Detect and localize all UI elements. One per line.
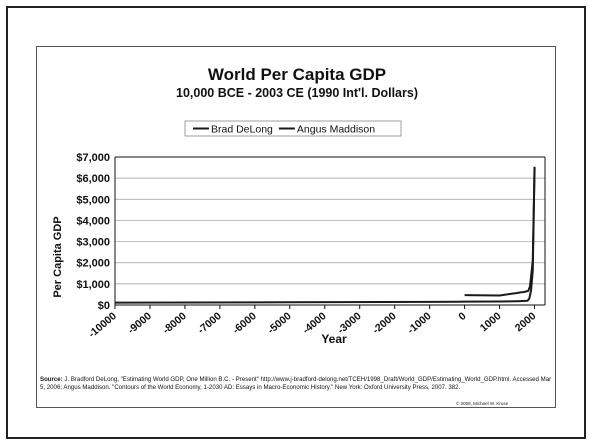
legend-label: Angus Maddison xyxy=(297,123,375,135)
x-axis-label: Year xyxy=(321,332,347,346)
y-tick-label: $6,000 xyxy=(76,173,110,185)
x-tick-label: -9000 xyxy=(126,310,154,337)
y-tick-label: $1,000 xyxy=(76,279,110,291)
chart-card: World Per Capita GDP 10,000 BCE - 2003 C… xyxy=(36,46,556,408)
y-axis-label: Per Capita GDP xyxy=(52,216,64,297)
x-tick-label: -5000 xyxy=(265,310,293,337)
y-tick-label: $4,000 xyxy=(76,215,110,227)
x-tick-label: 2000 xyxy=(513,310,539,334)
legend-label: Brad DeLong xyxy=(211,123,273,135)
source-text: J. Bradford DeLong, "Estimating World GD… xyxy=(40,376,552,392)
y-tick-label: $2,000 xyxy=(76,258,110,270)
y-tick-label: $5,000 xyxy=(76,194,110,206)
x-tick-label: -7000 xyxy=(196,310,224,337)
line-chart: World Per Capita GDP 10,000 BCE - 2003 C… xyxy=(52,65,546,346)
x-tick-label: -8000 xyxy=(161,310,189,337)
x-tick-label: 0 xyxy=(456,310,468,323)
series-line-1 xyxy=(114,166,536,304)
x-tick-label: -10000 xyxy=(86,310,119,340)
chart-title: World Per Capita GDP xyxy=(208,65,386,84)
plot-area: $0 $1,000 $2,000 $3,000 $4,000 $5,000 $6,000 $7… xyxy=(76,152,546,340)
series-line-2 xyxy=(464,167,536,297)
y-tick-label: $0 xyxy=(98,300,110,312)
x-tick-label: -6000 xyxy=(230,310,258,337)
y-tick-label: $7,000 xyxy=(76,152,110,164)
legend: Brad DeLong Angus Maddison xyxy=(184,120,402,137)
source-note: Source: J. Bradford DeLong, "Estimating … xyxy=(40,376,552,392)
x-tick-label: -2000 xyxy=(370,310,398,337)
y-tick-label: $3,000 xyxy=(76,237,110,249)
chart-subtitle: 10,000 BCE - 2003 CE (1990 Int'l. Dollar… xyxy=(176,86,418,100)
copyright-note: © 2008, Michael W. Kruse xyxy=(456,401,509,406)
source-label: Source: xyxy=(40,376,63,383)
x-tick-label: -1000 xyxy=(405,310,433,337)
x-tick-label: 1000 xyxy=(478,310,504,334)
